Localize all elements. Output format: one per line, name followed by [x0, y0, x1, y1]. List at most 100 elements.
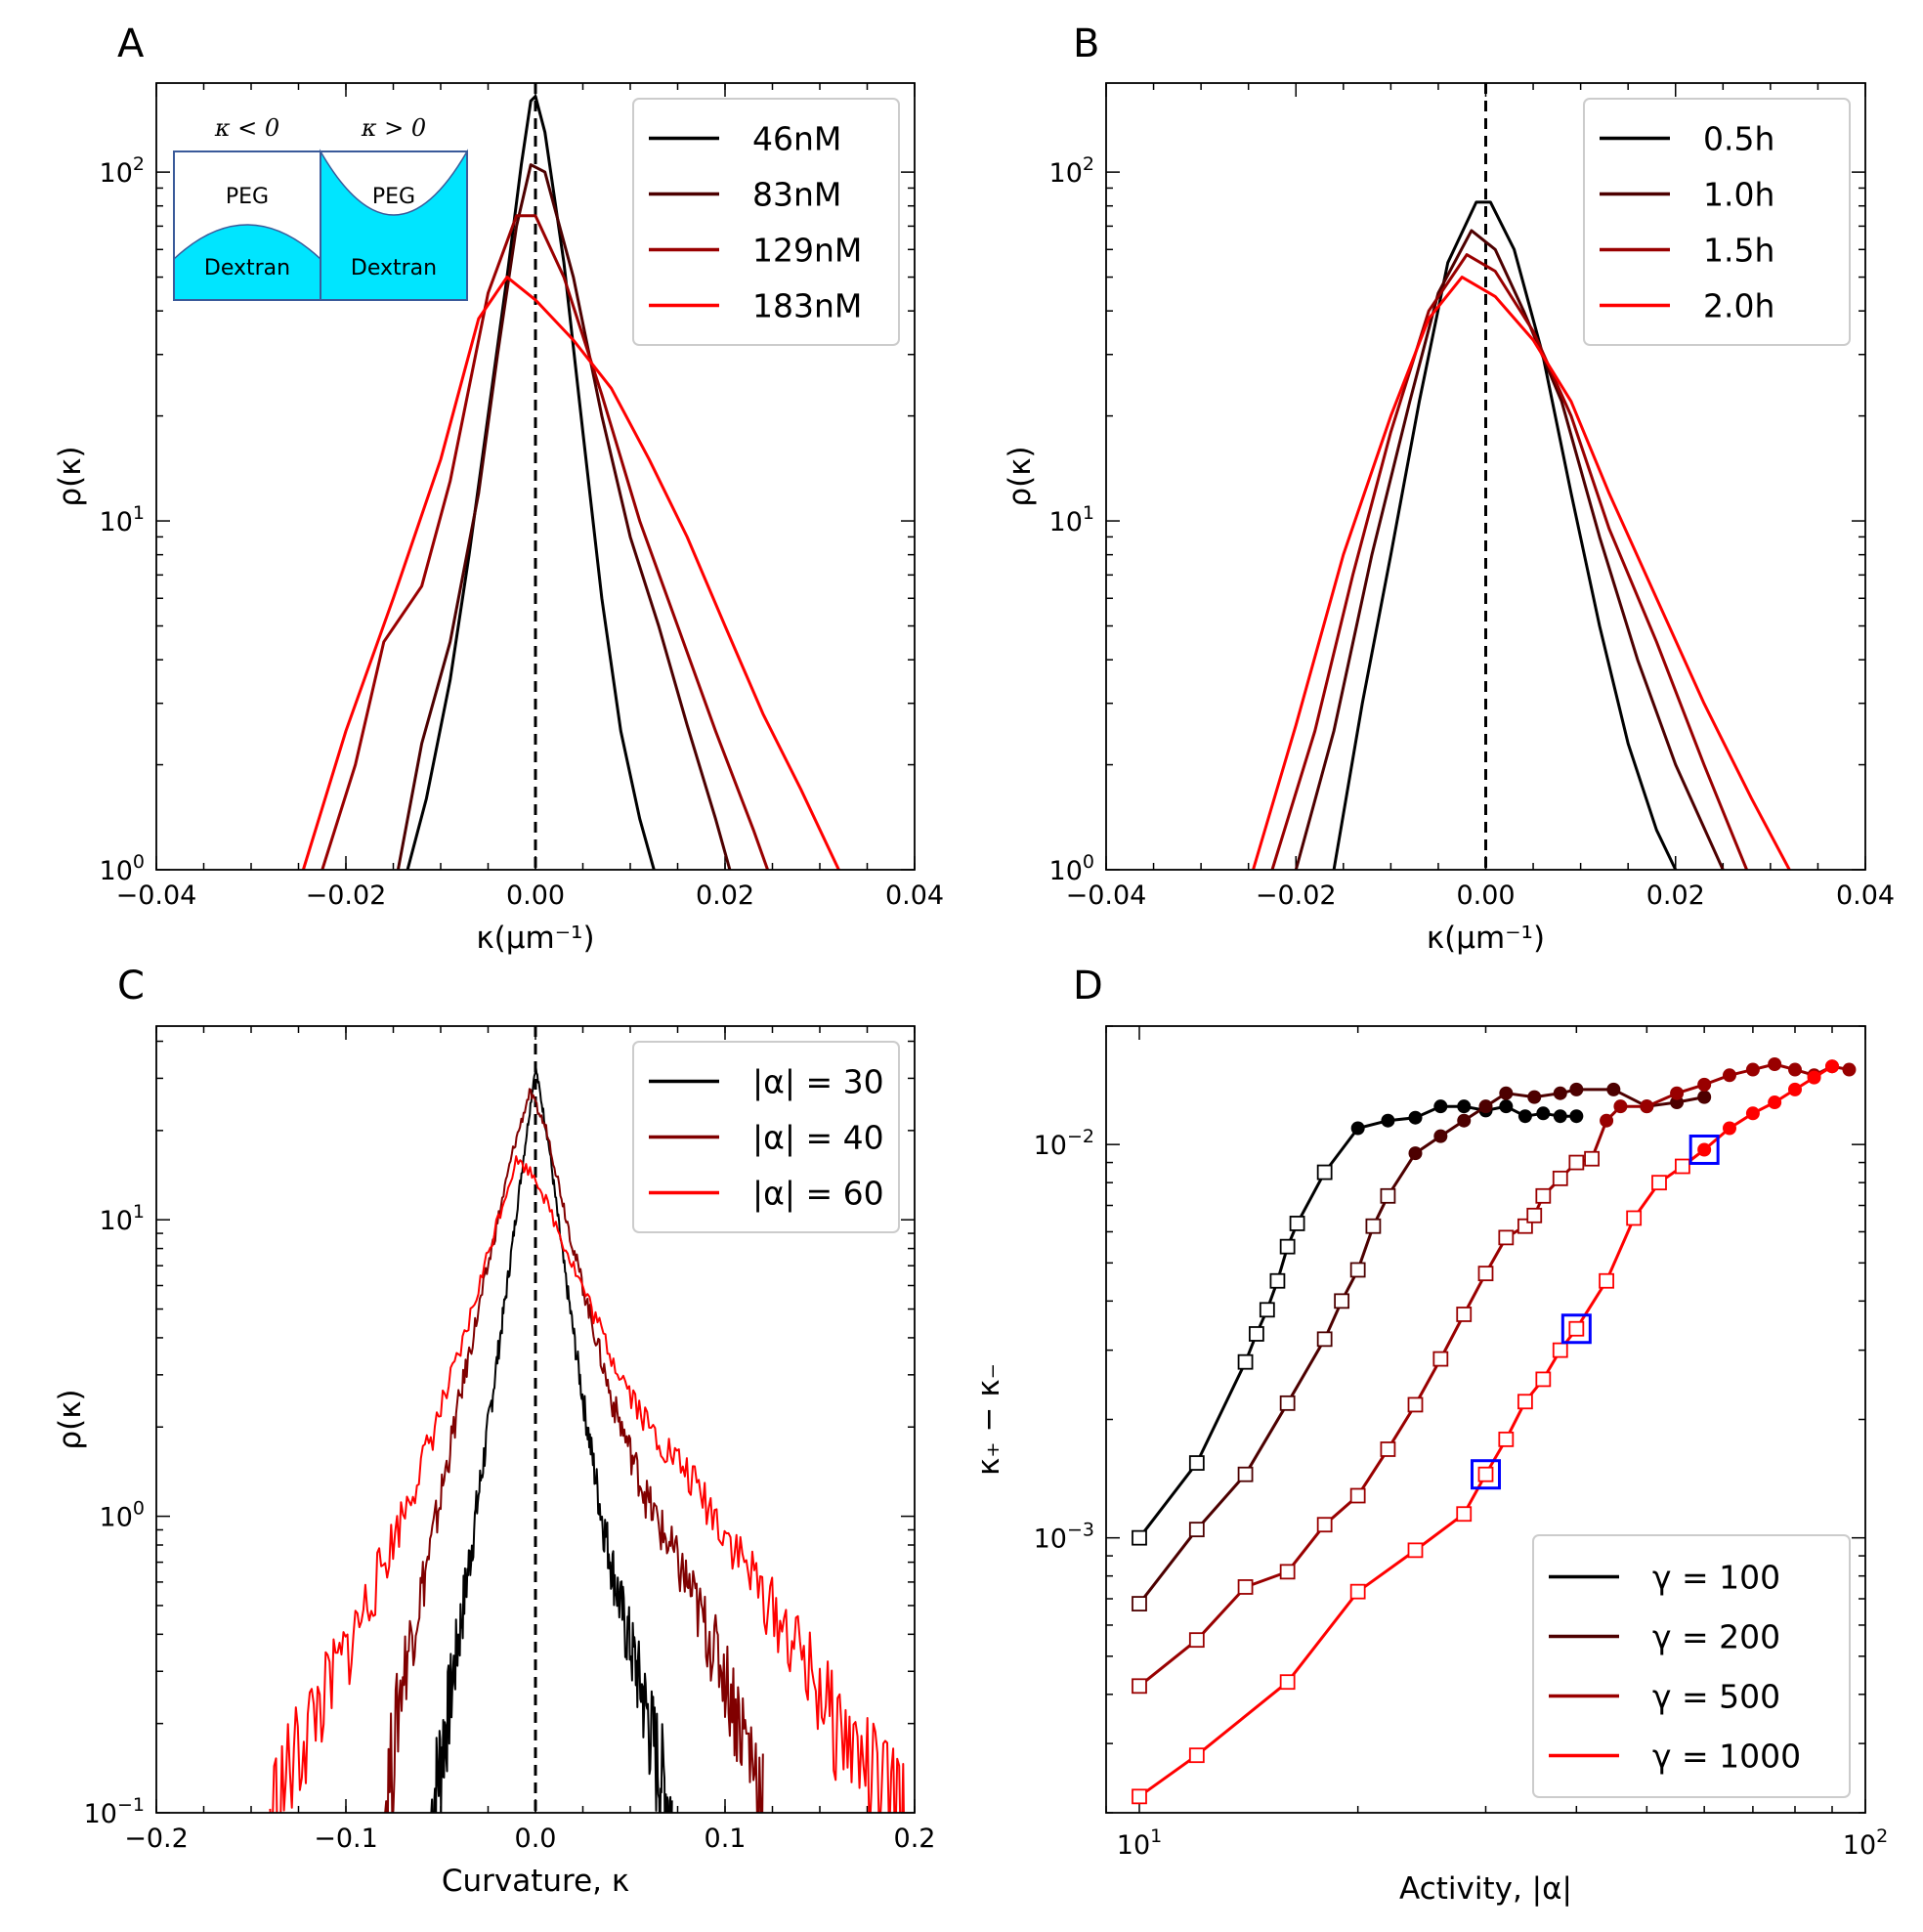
- y-tick-label: 102: [100, 153, 145, 189]
- series-line-3: [320, 214, 770, 870]
- series-line-4: [301, 276, 840, 870]
- data-point-square: [1651, 1175, 1667, 1191]
- x-tick-label: 0.00: [1456, 880, 1515, 911]
- data-point-square: [1188, 1747, 1205, 1764]
- plot-area: [301, 95, 840, 870]
- data-point-circle: [1600, 1113, 1614, 1128]
- data-point-circle: [1670, 1086, 1685, 1100]
- y-tick-label: 10−3: [1034, 1520, 1094, 1555]
- data-point-circle: [1613, 1099, 1628, 1114]
- inset-diagram: κ < 0 κ > 0 PEG PEG Dextran Dextran: [173, 114, 468, 301]
- x-tick-label: 0.1: [705, 1824, 747, 1854]
- x-tick-label: 0.0: [515, 1824, 557, 1854]
- legend-label: γ = 500: [1652, 1678, 1780, 1716]
- x-tick-label: 0.04: [1836, 880, 1895, 911]
- y-tick-label: 101: [100, 1201, 145, 1236]
- data-point-square: [1248, 1326, 1264, 1342]
- data-point-square: [1456, 1506, 1473, 1523]
- data-point-square: [1526, 1207, 1543, 1224]
- data-point-square: [1279, 1395, 1296, 1411]
- legend: γ = 100 γ = 200 γ = 500 γ = 1000: [1532, 1534, 1851, 1798]
- y-axis-label: ρ(κ): [53, 446, 88, 506]
- y-tick-label: 100: [100, 851, 145, 886]
- data-point-circle: [1745, 1106, 1760, 1121]
- legend-label: 129nM: [752, 232, 862, 270]
- x-tick-label: −0.1: [314, 1824, 378, 1854]
- data-point-square: [1289, 1216, 1305, 1231]
- inset-left-label: κ < 0: [214, 114, 279, 142]
- legend-label: γ = 200: [1652, 1618, 1780, 1656]
- data-point-square: [1584, 1150, 1600, 1167]
- data-point-circle: [1787, 1062, 1802, 1077]
- series-line-3: [269, 1155, 905, 1813]
- legend-label: 1.5h: [1703, 232, 1774, 270]
- data-point-square: [1132, 1788, 1147, 1805]
- legend: 46nM 83nM 129nM 183nM: [632, 98, 900, 346]
- data-point-square: [1188, 1522, 1205, 1538]
- legend-label: 0.5h: [1703, 120, 1774, 158]
- data-point-square: [1477, 1466, 1494, 1482]
- x-tick-label: −0.2: [124, 1824, 189, 1854]
- inset-dextran-left-label: Dextran: [204, 256, 290, 280]
- panel-label-b: B: [1073, 21, 1099, 66]
- series-line-1: [1332, 200, 1678, 870]
- panel-label-c: C: [117, 964, 145, 1009]
- x-tick-label: −0.02: [1256, 880, 1337, 911]
- data-point-square: [1517, 1394, 1533, 1410]
- data-point-circle: [1825, 1059, 1840, 1074]
- series-line-2: [384, 1088, 764, 1813]
- data-point-square: [1188, 1455, 1205, 1471]
- series-line-3: [1270, 253, 1748, 870]
- data-point-square: [1349, 1262, 1366, 1278]
- legend-box: [1532, 1534, 1851, 1798]
- data-point-square: [1380, 1187, 1396, 1204]
- y-tick-label: 102: [1049, 153, 1094, 189]
- x-axis-label: κ(μm⁻¹): [1427, 921, 1545, 956]
- x-axis-label: Activity, |α|: [1399, 1871, 1572, 1907]
- series-line-4: [1252, 276, 1791, 870]
- legend-box: [632, 1041, 900, 1233]
- data-point-circle: [1350, 1121, 1365, 1136]
- data-point-square: [1237, 1579, 1254, 1595]
- y-tick-label: 101: [1049, 502, 1094, 537]
- data-point-square: [1237, 1466, 1254, 1482]
- data-point-square: [1552, 1342, 1568, 1358]
- data-point-square: [1349, 1583, 1366, 1600]
- x-axis-label: κ(μm⁻¹): [476, 921, 594, 956]
- data-point-square: [1132, 1529, 1147, 1546]
- data-point-square: [1675, 1158, 1690, 1175]
- data-point-circle: [1408, 1146, 1423, 1161]
- data-point-circle: [1433, 1129, 1448, 1143]
- legend-label: 83nM: [752, 176, 841, 214]
- data-point-square: [1626, 1210, 1643, 1226]
- y-tick-label: 100: [1049, 851, 1094, 886]
- data-point-circle: [1527, 1090, 1542, 1104]
- x-tick-label: −0.02: [306, 880, 387, 911]
- data-point-square: [1407, 1396, 1424, 1413]
- legend-label: 1.0h: [1703, 176, 1774, 214]
- y-tick-label: 10−1: [84, 1794, 145, 1829]
- data-point-square: [1349, 1487, 1366, 1504]
- axes-frame: [155, 82, 916, 871]
- data-point-circle: [1553, 1109, 1567, 1124]
- data-point-circle: [1768, 1095, 1782, 1110]
- y-tick-label: 10−2: [1034, 1126, 1094, 1161]
- y-tick-label: 100: [100, 1498, 145, 1533]
- data-point-square: [1456, 1307, 1473, 1322]
- x-tick-label: 101: [1117, 1825, 1162, 1861]
- panel-c: −0.2 −0.1 0.0 0.1 0.2 10−1 100 101 Curvature, κ ρ…: [53, 1025, 935, 1899]
- series-line-1: [1137, 1104, 1577, 1539]
- highlight-square: [1560, 1313, 1592, 1345]
- data-point-square: [1599, 1272, 1614, 1289]
- panel-label-d: D: [1073, 964, 1103, 1009]
- data-point-circle: [1457, 1099, 1472, 1114]
- inset-dextran-right-label: Dextran: [351, 256, 437, 280]
- data-point-square: [1535, 1371, 1552, 1388]
- inset-right-label: κ > 0: [361, 114, 426, 142]
- data-point-square: [1316, 1517, 1333, 1533]
- axes-frame: [1105, 82, 1866, 871]
- legend: |α| = 30 |α| = 40 |α| = 60: [632, 1041, 900, 1233]
- data-point-circle: [1433, 1099, 1448, 1114]
- legend-label: 183nM: [752, 287, 862, 325]
